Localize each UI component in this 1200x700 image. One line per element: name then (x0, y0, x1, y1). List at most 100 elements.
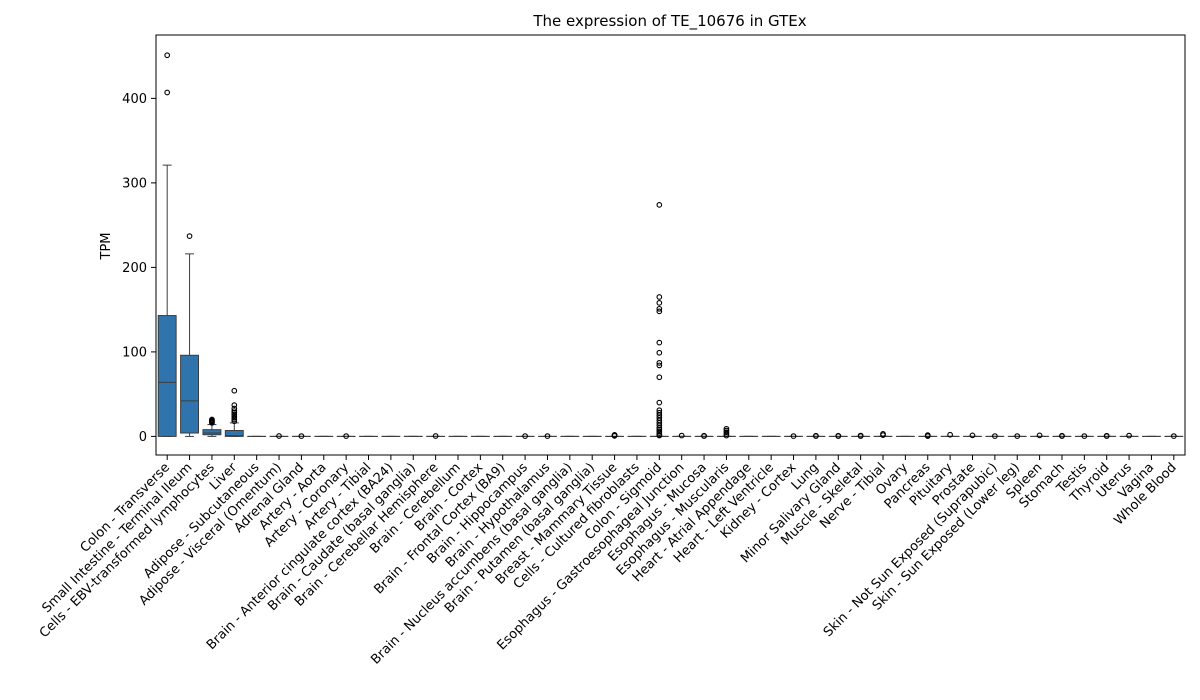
outlier-point (656, 409, 663, 416)
outlier-point (656, 305, 663, 312)
box-group (269, 433, 289, 439)
outlier-point (656, 300, 663, 306)
outlier-point (1103, 432, 1110, 439)
chart-title: The expression of TE_10676 in GTEx (532, 12, 806, 31)
outlier-point (432, 433, 439, 439)
box (157, 315, 177, 437)
outlier-point (1126, 432, 1132, 439)
box-group (1007, 433, 1027, 439)
box-group (1119, 432, 1139, 439)
box-group (202, 416, 222, 437)
outlier-point (1059, 432, 1065, 439)
outlier-point (544, 433, 551, 439)
box-group (291, 433, 311, 439)
box (224, 429, 244, 437)
box-group (806, 432, 826, 439)
y-axis-label: TPM (99, 233, 114, 261)
box-group (1097, 432, 1117, 439)
outlier-point (947, 431, 953, 438)
outlier-point (656, 399, 663, 406)
outlier-point (656, 374, 663, 381)
outlier-point (611, 432, 618, 438)
outlier-point (813, 432, 819, 439)
y-tick-label: 400 (122, 92, 147, 107)
outlier-point (723, 427, 730, 434)
box-group (336, 433, 356, 439)
box-group (694, 432, 714, 439)
box-group (157, 52, 177, 437)
outlier-point (231, 405, 238, 412)
plot-area (157, 52, 1184, 439)
box-group (1164, 433, 1184, 439)
outlier-point (656, 407, 663, 414)
box (180, 354, 200, 434)
outlier-point (992, 433, 998, 439)
outlier-point (656, 294, 663, 300)
x-tick-label: Small Intestine - Terminal Ileum (39, 460, 195, 616)
box-group (784, 433, 803, 439)
outlier-point (656, 308, 663, 315)
box-group (716, 425, 736, 439)
box-group (1030, 432, 1050, 439)
box-group (426, 433, 446, 439)
outlier-point (1081, 433, 1088, 439)
box-group (828, 432, 848, 439)
box-group (963, 432, 982, 439)
y-axis: 0 100 200 300 400 (122, 92, 156, 445)
outlier-point (723, 425, 730, 432)
outlier-point (790, 433, 797, 439)
y-tick-label: 200 (122, 261, 147, 276)
y-tick-label: 100 (122, 345, 147, 360)
box-group (1074, 433, 1094, 439)
box-group (224, 387, 244, 437)
box-group (672, 432, 692, 439)
outlier-point (656, 202, 663, 208)
outlier-point (164, 89, 171, 96)
outlier-point (231, 408, 238, 414)
outlier-point (209, 416, 215, 423)
outlier-point (656, 360, 663, 366)
plot-frame (155, 34, 1186, 456)
outlier-point (678, 432, 685, 439)
outlier-point (656, 339, 663, 346)
box-group (1052, 432, 1072, 439)
box-group (985, 433, 1005, 439)
outlier-point (656, 362, 663, 369)
outlier-point (701, 432, 707, 439)
box-group (918, 432, 938, 439)
outlier-point (231, 411, 238, 418)
box-group (873, 431, 893, 438)
outlier-point (522, 433, 528, 439)
outlier-point (164, 52, 171, 59)
box (202, 429, 222, 436)
box-group (940, 431, 960, 438)
box-group (515, 433, 535, 439)
outlier-point (880, 431, 886, 437)
outlier-point (924, 432, 931, 438)
outlier-point (231, 402, 238, 408)
outlier-point (231, 387, 238, 394)
outlier-point (835, 432, 842, 439)
outlier-point (656, 428, 663, 435)
outlier-point (298, 433, 305, 439)
outlier-point (276, 433, 282, 439)
outlier-point (1036, 432, 1043, 439)
box-group (649, 202, 669, 439)
outlier-point (723, 429, 730, 436)
outlier-point (343, 433, 349, 439)
box-group (851, 432, 871, 439)
y-tick-label: 0 (139, 430, 147, 445)
box-group (605, 432, 625, 439)
box-group (180, 233, 200, 437)
outlier-point (656, 349, 663, 356)
outlier-point (969, 432, 976, 439)
outlier-point (1014, 433, 1021, 439)
box-group (538, 433, 557, 439)
y-tick-label: 300 (122, 176, 147, 191)
outlier-point (857, 432, 864, 439)
outlier-point (1170, 433, 1177, 439)
outlier-point (186, 233, 193, 239)
